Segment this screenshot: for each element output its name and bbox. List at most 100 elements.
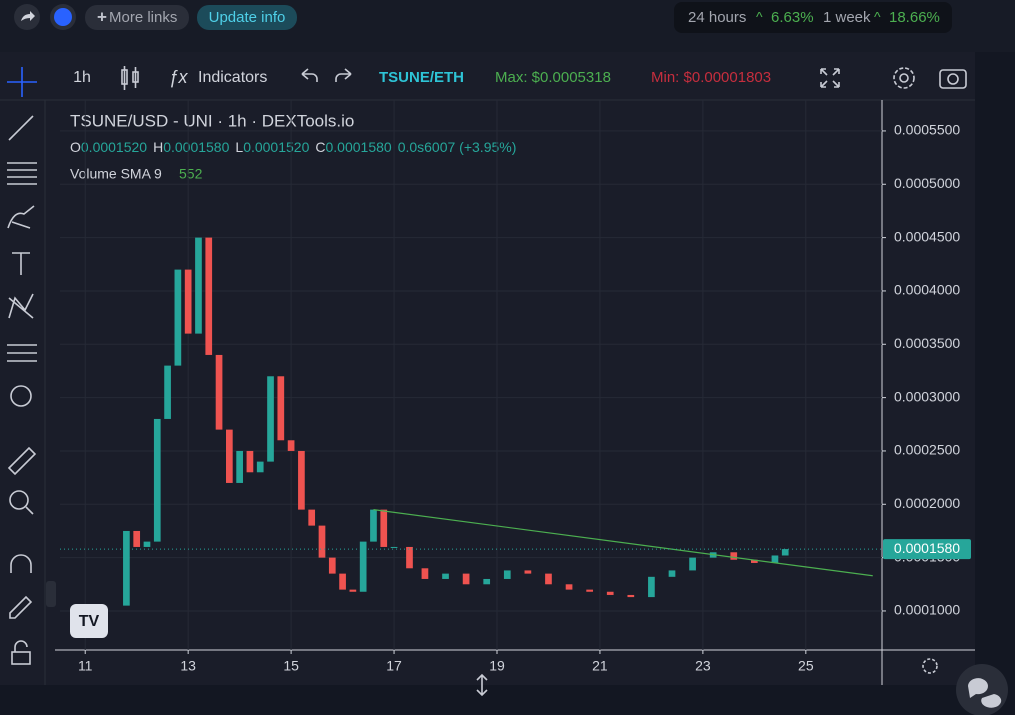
lock-tool[interactable]	[11, 651, 31, 665]
candle	[215, 354, 223, 430]
candle	[751, 559, 758, 563]
text-tool[interactable]	[12, 252, 30, 275]
prediction-tool[interactable]	[7, 344, 37, 362]
y-tick-label: 0.0005000	[894, 175, 960, 191]
magnet-tool[interactable]	[10, 554, 32, 573]
stat-value: 18.66%	[889, 9, 940, 26]
stat-label: 24 hours	[688, 9, 746, 26]
candle	[339, 573, 346, 590]
collapse-toolbar[interactable]	[46, 581, 56, 607]
screenshot-button[interactable]	[939, 69, 967, 89]
ohlc-value: 0.0001580	[163, 139, 229, 155]
candle	[370, 509, 377, 542]
candle	[421, 568, 429, 579]
candle	[267, 376, 274, 462]
candle	[174, 269, 182, 366]
ohlc-key: H	[153, 139, 163, 155]
zoom-tool[interactable]	[9, 490, 29, 510]
candle	[277, 376, 285, 441]
more-links-button[interactable]	[85, 5, 189, 30]
volume-label: Volume SMA 9	[70, 166, 162, 182]
undo-button[interactable]	[301, 68, 318, 82]
interval-button[interactable]: 1h	[73, 69, 91, 86]
tv-logo-mark: TV	[79, 613, 100, 630]
ruler-tool[interactable]	[7, 446, 37, 476]
redo-button[interactable]	[335, 68, 352, 82]
y-tick-label: 0.0005500	[894, 122, 960, 138]
candle	[689, 557, 696, 571]
lock-drawings-tool[interactable]	[9, 595, 33, 619]
stats-box	[674, 2, 952, 33]
candle	[153, 418, 161, 542]
ohlc-value: 0.0001580	[326, 139, 392, 155]
ohlc-legend: O0.0001520 H0.0001580 L0.0001520 C0.0001580…	[70, 139, 516, 155]
emoji-tool[interactable]	[10, 385, 32, 407]
candle	[462, 573, 470, 585]
ohlc-key: C	[315, 139, 325, 155]
ohlc-change: 0.0s6007 (+3.95%)	[398, 139, 517, 155]
trend-line	[373, 509, 873, 577]
tv-logo	[70, 604, 108, 638]
candle	[164, 365, 171, 419]
logo-icon	[54, 8, 72, 26]
indicators-button[interactable]: Indicators	[198, 69, 267, 86]
fib-tool[interactable]	[7, 162, 37, 185]
candle	[483, 578, 491, 585]
candle	[524, 570, 532, 574]
y-tick-label: 0.0003500	[894, 335, 960, 351]
y-tick-label: 0.0003000	[894, 388, 960, 404]
brush-tool[interactable]	[7, 205, 35, 229]
candle	[133, 530, 141, 547]
ohlc-key: O	[70, 139, 81, 155]
x-tick-label: 23	[695, 658, 711, 674]
candle	[606, 591, 614, 595]
up-arrow: ^	[874, 9, 881, 25]
resize-handle[interactable]	[476, 673, 488, 697]
camera-icon	[947, 73, 959, 85]
candle	[236, 450, 243, 483]
candle	[349, 589, 357, 592]
bottom-bar	[0, 685, 1015, 715]
candle	[648, 576, 655, 598]
update-info-button[interactable]	[197, 5, 297, 30]
candle	[442, 573, 449, 579]
x-tick-label: 21	[592, 658, 608, 674]
left-toolbar	[0, 100, 45, 685]
candle	[503, 570, 511, 579]
x-tick-label: 19	[489, 658, 505, 674]
candle	[586, 589, 593, 592]
drawing-tools	[7, 115, 37, 665]
fx-icon: ƒx	[168, 67, 188, 87]
axis-settings[interactable]	[922, 658, 938, 674]
crosshair-tool[interactable]	[7, 67, 37, 97]
x-tick-label: 13	[180, 658, 196, 674]
share-icon	[21, 11, 35, 21]
update-info: Update info	[209, 9, 286, 26]
candle	[730, 552, 738, 560]
candle	[627, 594, 635, 598]
stat-label: 1 week	[823, 9, 871, 26]
candle	[318, 525, 326, 558]
ohlc-value: 0.0001520	[81, 139, 147, 155]
candle	[143, 541, 151, 547]
max-price: Max: $0.0005318	[495, 69, 611, 86]
candle	[205, 237, 213, 355]
candle	[287, 440, 295, 451]
x-tick-label: 17	[386, 658, 402, 674]
y-tick-label: 0.0004500	[894, 228, 960, 244]
candle	[781, 549, 789, 556]
trend-line-tool[interactable]	[8, 115, 34, 141]
candle-type-button[interactable]	[121, 66, 139, 90]
candle	[390, 546, 398, 548]
candle	[328, 557, 336, 574]
ohlc-line: O0.0001520 H0.0001580 L0.0001520 C0.0001580…	[70, 139, 516, 155]
fullscreen-button[interactable]	[820, 68, 840, 88]
candle	[184, 269, 192, 334]
settings-button[interactable]	[893, 67, 915, 89]
candle	[225, 429, 233, 483]
y-tick-label: 0.0001000	[894, 602, 960, 618]
candle	[195, 237, 202, 334]
pattern-tool[interactable]	[8, 293, 34, 319]
